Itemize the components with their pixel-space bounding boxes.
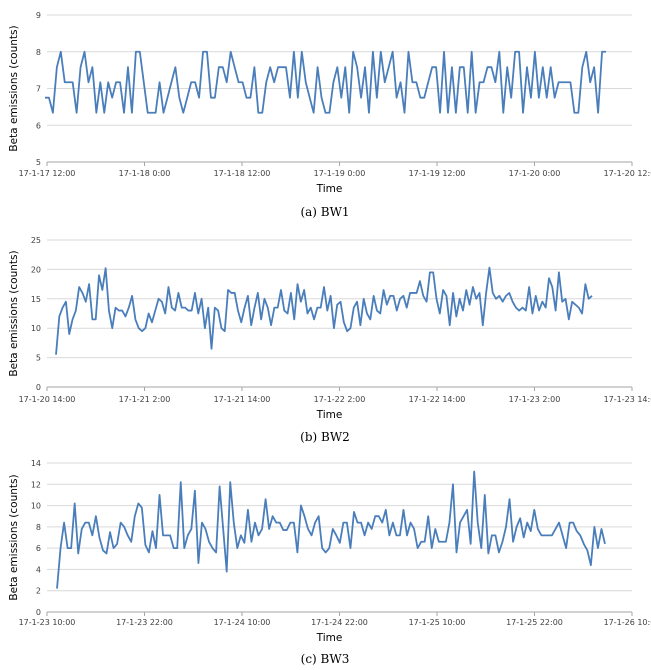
series-line <box>45 50 606 114</box>
x-tick-label: 17-1-26 10:00 <box>604 618 651 627</box>
x-tick-label: 17-1-23 22:00 <box>116 618 173 627</box>
x-tick-label: 17-1-17 12:00 <box>19 169 76 178</box>
series-line <box>56 470 606 589</box>
x-tick-label: 17-1-18 12:00 <box>214 169 271 178</box>
y-tick-label: 8 <box>36 48 41 57</box>
y-tick-label: 10 <box>31 502 41 511</box>
x-tick-label: 17-1-19 0:00 <box>314 169 366 178</box>
x-axis-title: Time <box>316 632 343 644</box>
x-tick-label: 17-1-21 2:00 <box>119 395 171 404</box>
y-tick-label: 6 <box>36 121 41 130</box>
y-tick-label: 4 <box>36 565 41 574</box>
chart-caption: (b) BW2 <box>300 430 350 444</box>
y-axis-title: Beta emissions (counts) <box>8 474 20 600</box>
x-tick-label: 17-1-20 14:00 <box>19 395 76 404</box>
x-tick-label: 17-1-22 14:00 <box>409 395 466 404</box>
y-tick-label: 2 <box>36 587 41 596</box>
x-tick-label: 17-1-18 0:00 <box>119 169 171 178</box>
y-tick-label: 10 <box>31 324 41 333</box>
x-tick-label: 17-1-25 22:00 <box>506 618 563 627</box>
y-tick-label: 14 <box>31 459 41 468</box>
y-tick-label: 9 <box>36 11 41 20</box>
y-axis-title: Beta emissions (counts) <box>8 25 20 151</box>
y-axis-title: Beta emissions (counts) <box>8 250 20 376</box>
x-tick-label: 17-1-24 10:00 <box>214 618 271 627</box>
chart-caption: (c) BW3 <box>301 652 350 666</box>
y-tick-label: 0 <box>36 383 41 392</box>
y-tick-label: 8 <box>36 523 41 532</box>
y-tick-label: 0 <box>36 608 41 617</box>
x-tick-label: 17-1-20 0:00 <box>509 169 561 178</box>
y-tick-label: 12 <box>31 480 41 489</box>
y-tick-label: 20 <box>31 265 41 274</box>
x-tick-label: 17-1-23 10:00 <box>19 618 76 627</box>
x-axis-title: Time <box>316 409 343 421</box>
y-tick-label: 5 <box>36 354 41 363</box>
x-tick-label: 17-1-25 10:00 <box>409 618 466 627</box>
x-tick-label: 17-1-21 14:00 <box>214 395 271 404</box>
x-tick-label: 17-1-23 14:00 <box>604 395 651 404</box>
y-tick-label: 15 <box>31 295 41 304</box>
chart-panel-3: 0 2 4 6 8 10 12 14 17-1-23 10:00 17-1-23 22:00 17-… <box>8 459 651 666</box>
x-tick-label: 17-1-19 12:00 <box>409 169 466 178</box>
x-tick-label: 17-1-22 2:00 <box>314 395 366 404</box>
x-tick-label: 17-1-24 22:00 <box>311 618 368 627</box>
y-tick-label: 5 <box>36 158 41 167</box>
x-axis-title: Time <box>316 183 343 195</box>
y-tick-label: 25 <box>31 236 41 245</box>
chart-caption: (a) BW1 <box>300 205 349 219</box>
chart-panel-1: 5 6 7 8 9 17-1-17 12:00 17-1-18 0:00 17-1-18 12… <box>8 11 651 219</box>
x-tick-label: 17-1-20 12:00 <box>604 169 651 178</box>
chart-panel-2: 0 5 10 15 20 25 17-1-20 14:00 17-1-21 2:00 17-1-… <box>8 236 651 444</box>
series-line <box>55 266 593 355</box>
x-tick-label: 17-1-23 2:00 <box>509 395 561 404</box>
y-tick-label: 7 <box>36 85 41 94</box>
y-tick-label: 6 <box>36 544 41 553</box>
